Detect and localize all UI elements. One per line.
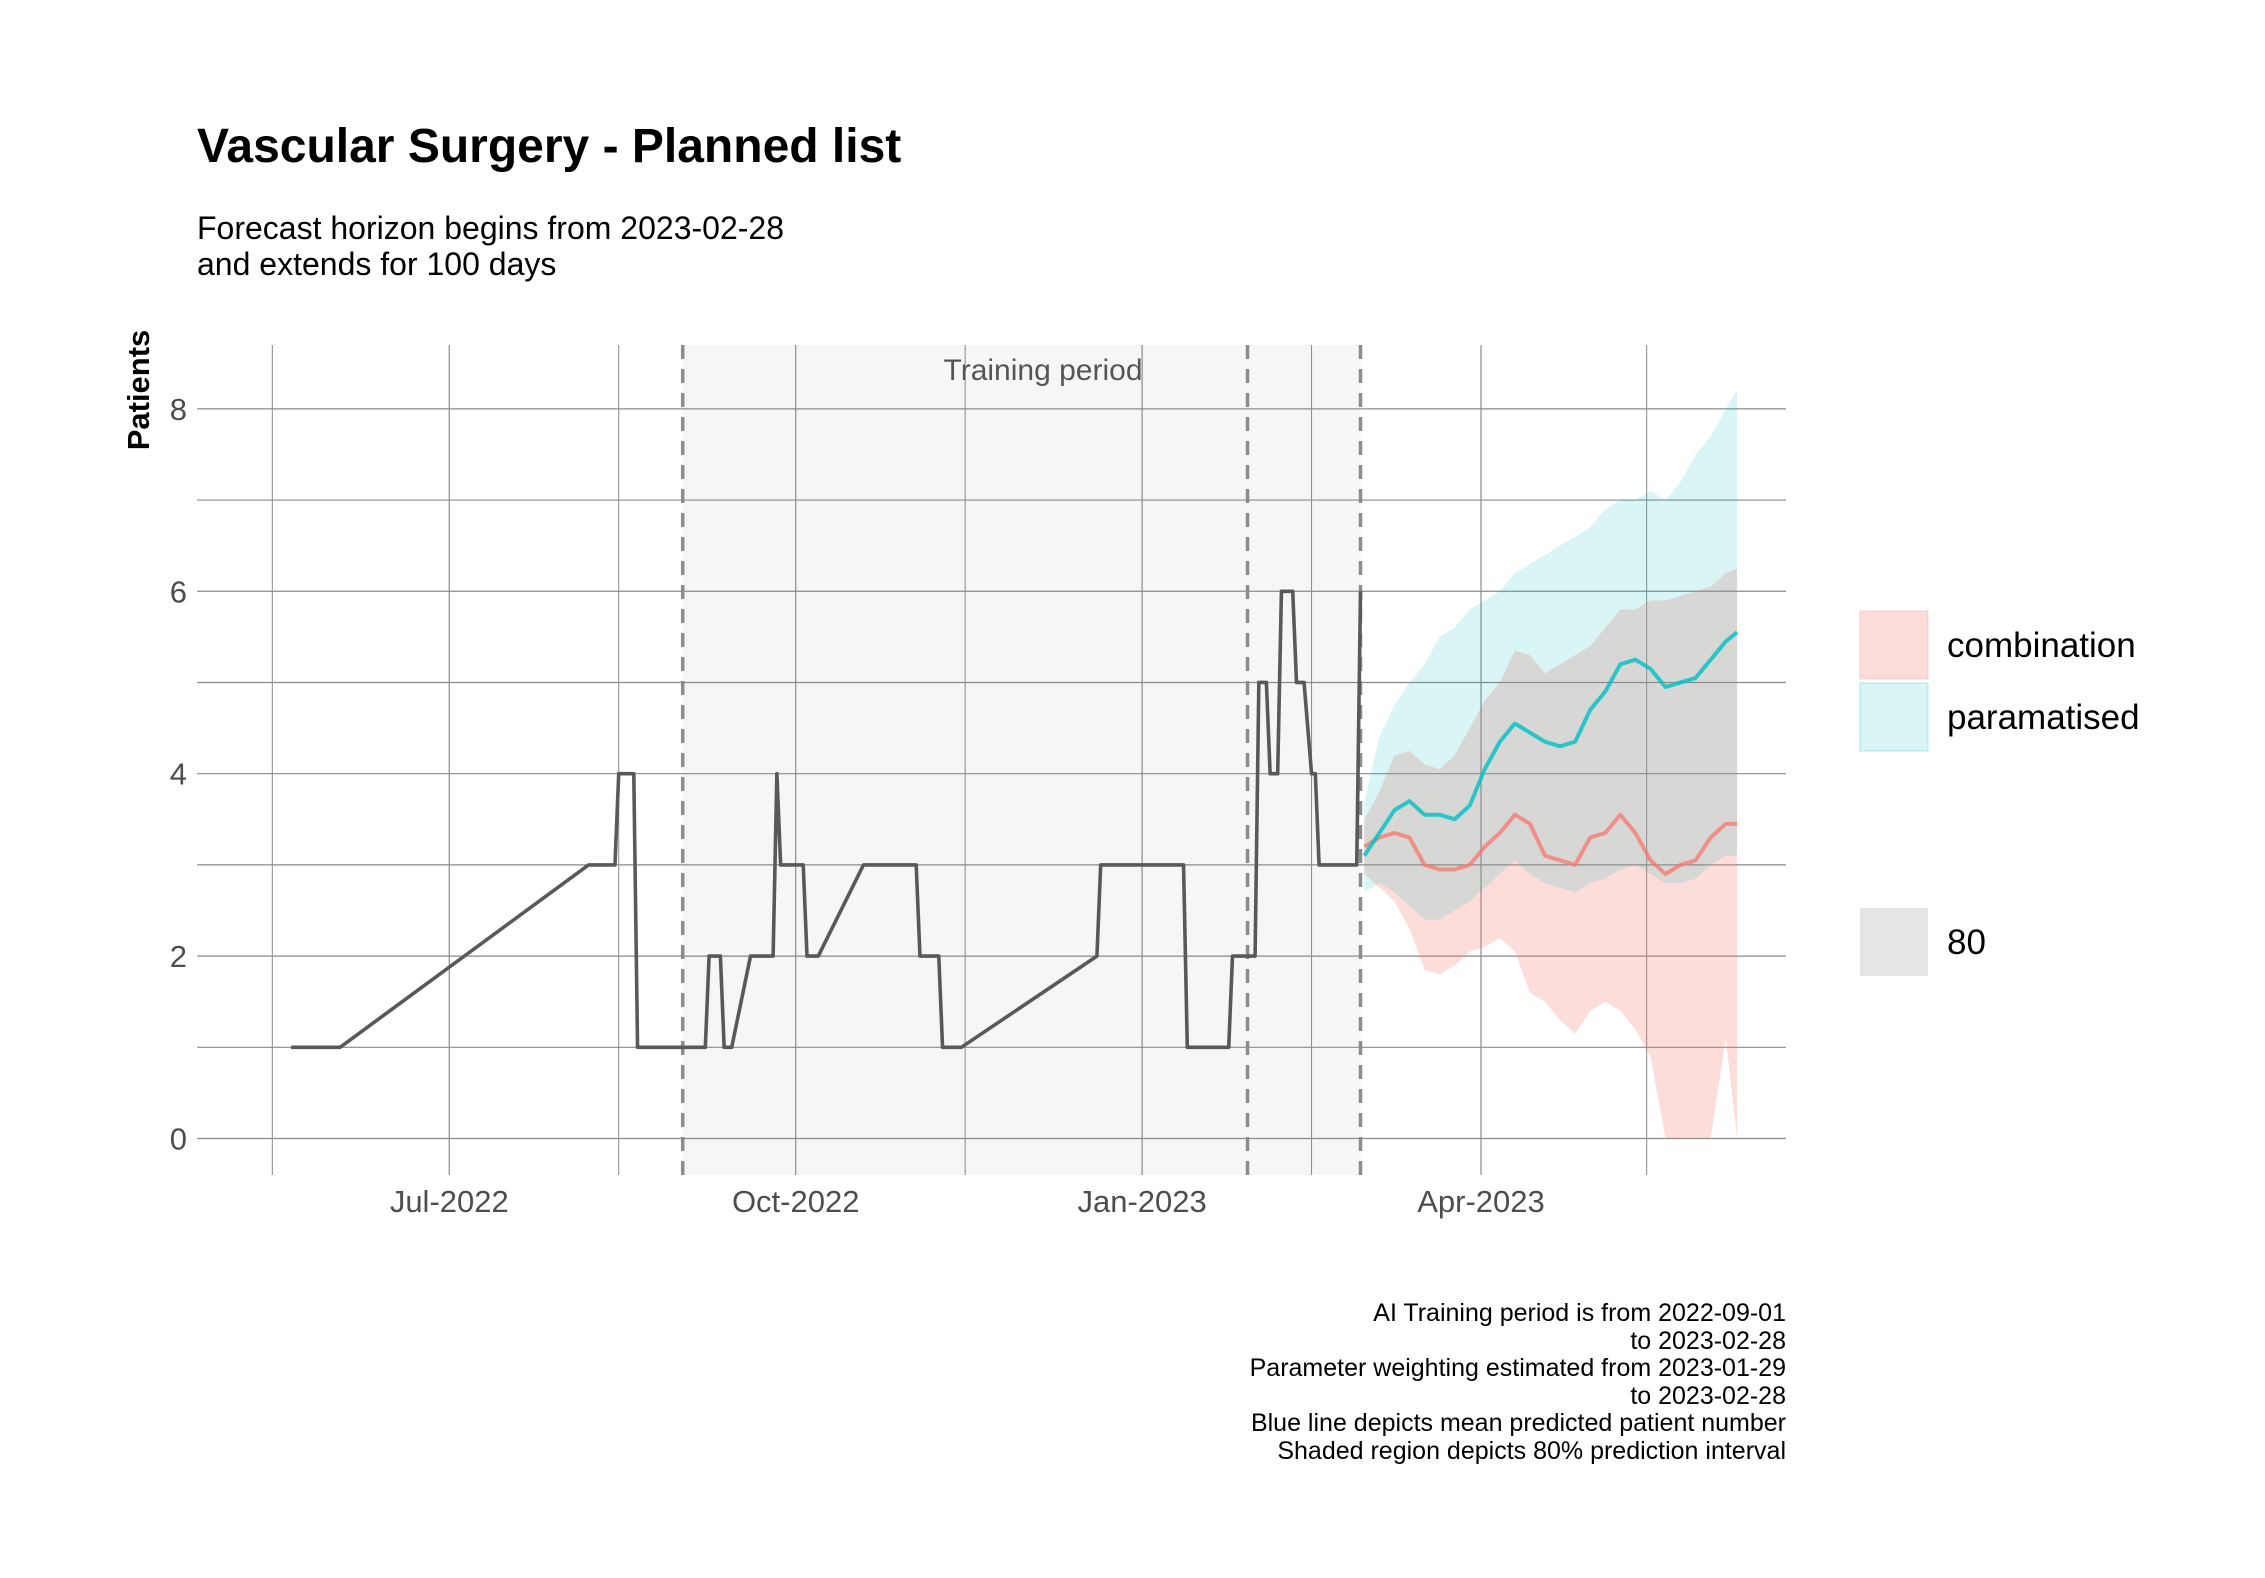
- caption-line-1: AI Training period is from 2022-09-01: [1373, 1299, 1786, 1327]
- x-tick-label: Apr-2023: [1417, 1184, 1545, 1219]
- caption: AI Training period is from 2022-09-01 to…: [1250, 1299, 1786, 1465]
- legend-label-combination: combination: [1947, 626, 2136, 665]
- caption-line-3: Parameter weighting estimated from 2023-…: [1250, 1354, 1786, 1382]
- y-tick-label: 6: [170, 574, 187, 609]
- y-tick-label: 8: [170, 392, 187, 427]
- caption-line-4: to 2023-02-28: [1630, 1382, 1786, 1410]
- prediction-intervals: [1364, 390, 1738, 1139]
- caption-line-5: Blue line depicts mean predicted patient…: [1251, 1409, 1786, 1437]
- legend-key-paramatised: [1859, 682, 1929, 752]
- mean-line-combination: [1363, 812, 1738, 877]
- ribbon-combination: [1364, 568, 1738, 1139]
- y-axis: 0 2 4 6 8: [170, 392, 187, 1157]
- x-axis: Jul-2022 Oct-2022 Jan-2023 Apr-2023: [390, 1184, 1545, 1219]
- legend-label-level-80: 80: [1947, 923, 1986, 962]
- series-lines: [291, 589, 1739, 1050]
- legend-key-combination: [1859, 610, 1929, 680]
- training-period-label: Training period: [944, 354, 1143, 387]
- caption-line-6: Shaded region depicts 80% prediction int…: [1277, 1437, 1786, 1465]
- chart-title: Vascular Surgery - Planned list: [197, 120, 901, 173]
- mean-line-paramatised: [1362, 630, 1739, 857]
- y-tick-label: 2: [170, 939, 187, 974]
- y-tick-label: 0: [170, 1122, 187, 1157]
- x-tick-label: Jul-2022: [390, 1184, 509, 1219]
- chart-subtitle-line-2: and extends for 100 days: [197, 246, 556, 282]
- period-markers: [680, 345, 1363, 1175]
- legend: combination paramatised 80: [1859, 610, 2140, 976]
- caption-line-2: to 2023-02-28: [1630, 1327, 1786, 1355]
- legend-key-level-80: [1860, 908, 1928, 976]
- y-axis-title: Patients: [121, 330, 156, 451]
- y-tick-label: 4: [170, 757, 187, 792]
- history-line: [291, 589, 1363, 1050]
- x-tick-label: Jan-2023: [1077, 1184, 1206, 1219]
- x-tick-label: Oct-2022: [732, 1184, 860, 1219]
- legend-label-paramatised: paramatised: [1947, 698, 2140, 737]
- chart-subtitle-line-1: Forecast horizon begins from 2023-02-28: [197, 210, 784, 246]
- ribbon-paramatised: [1364, 390, 1738, 920]
